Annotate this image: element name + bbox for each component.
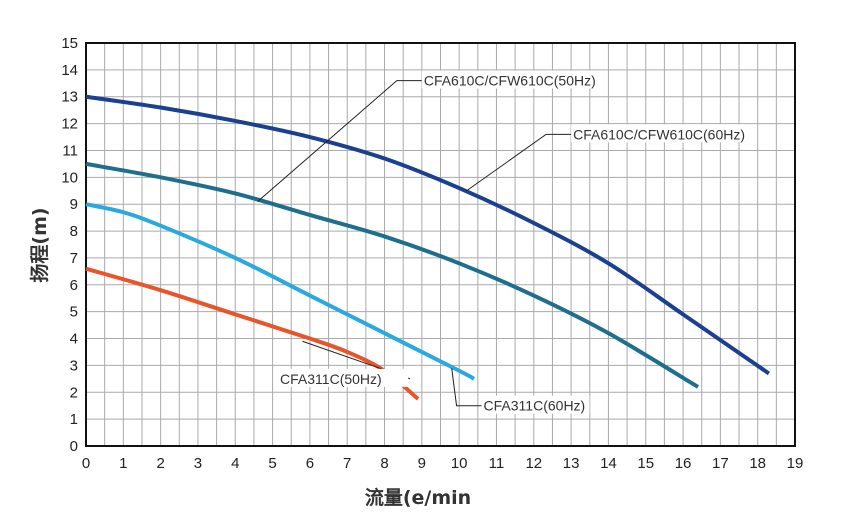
y-tick-label: 6 (70, 277, 78, 294)
plot-frame (85, 42, 796, 447)
y-tick-label: 1 (70, 411, 78, 428)
x-tick-label: 11 (489, 455, 505, 472)
y-tick-label: 8 (70, 223, 78, 240)
label-background (481, 395, 590, 414)
y-tick-label: 12 (61, 116, 78, 133)
x-tick-label: 16 (675, 455, 692, 472)
leader-lines: CFA610C/CFW610C(60Hz) CFA610C/CFW610C(50H… (257, 70, 746, 414)
x-tick-label: 5 (268, 455, 276, 472)
x-tick-label: 18 (749, 455, 766, 472)
y-tick-label: 2 (70, 384, 78, 401)
x-tick-label: 10 (451, 455, 468, 472)
y-tick-label: 0 (70, 438, 78, 455)
x-tick-label: 1 (119, 455, 127, 472)
series-line (85, 161, 700, 389)
series-label: CFA610C/CFW610C(60Hz) (573, 126, 745, 142)
y-tick-label: 5 (70, 304, 78, 321)
y-tick-label: 3 (70, 357, 78, 374)
y-tick-label: 13 (61, 89, 78, 106)
x-tick-label: 12 (525, 455, 542, 472)
grid (85, 42, 796, 447)
y-tick-label: 15 (61, 35, 78, 52)
y-tick-label: 7 (70, 250, 78, 267)
x-tick-label: 14 (600, 455, 617, 472)
series-line (85, 94, 771, 376)
x-tick-label: 4 (231, 455, 239, 472)
x-tick-label: 13 (563, 455, 580, 472)
series-label: CFA311C(60Hz) (484, 398, 586, 414)
x-tick-label: 0 (82, 455, 90, 472)
label-background (571, 124, 746, 143)
tick-labels: 0 1 2 3 4 5 6 7 8 9 10 11 12 13 14 15 16 17 18 190123456789… (61, 35, 803, 472)
y-tick-label: 10 (61, 169, 78, 186)
label-background (278, 368, 409, 387)
series-line (85, 202, 476, 381)
x-tick-label: 9 (418, 455, 426, 472)
y-tick-label: 11 (62, 142, 78, 159)
x-tick-label: 19 (787, 455, 804, 472)
y-tick-label: 4 (70, 331, 78, 348)
series-label: CFA311C(50Hz) (280, 371, 382, 387)
leader-line (466, 133, 572, 192)
leader-line (451, 368, 482, 407)
y-tick-label: 14 (61, 62, 78, 79)
y-axis-title: 扬程(m) (28, 207, 51, 282)
x-tick-label: 8 (380, 455, 388, 472)
leader-line (257, 80, 422, 202)
x-axis-title: 流量(e/min (365, 486, 471, 509)
series-label: CFA610C/CFW610C(50Hz) (424, 73, 596, 89)
x-tick-label: 15 (637, 455, 654, 472)
x-tick-label: 7 (343, 455, 351, 472)
x-tick-label: 2 (156, 455, 164, 472)
x-tick-label: 6 (306, 455, 314, 472)
y-tick-label: 9 (70, 196, 78, 213)
x-tick-label: 3 (194, 455, 202, 472)
label-background (421, 70, 597, 89)
x-tick-label: 17 (712, 455, 729, 472)
